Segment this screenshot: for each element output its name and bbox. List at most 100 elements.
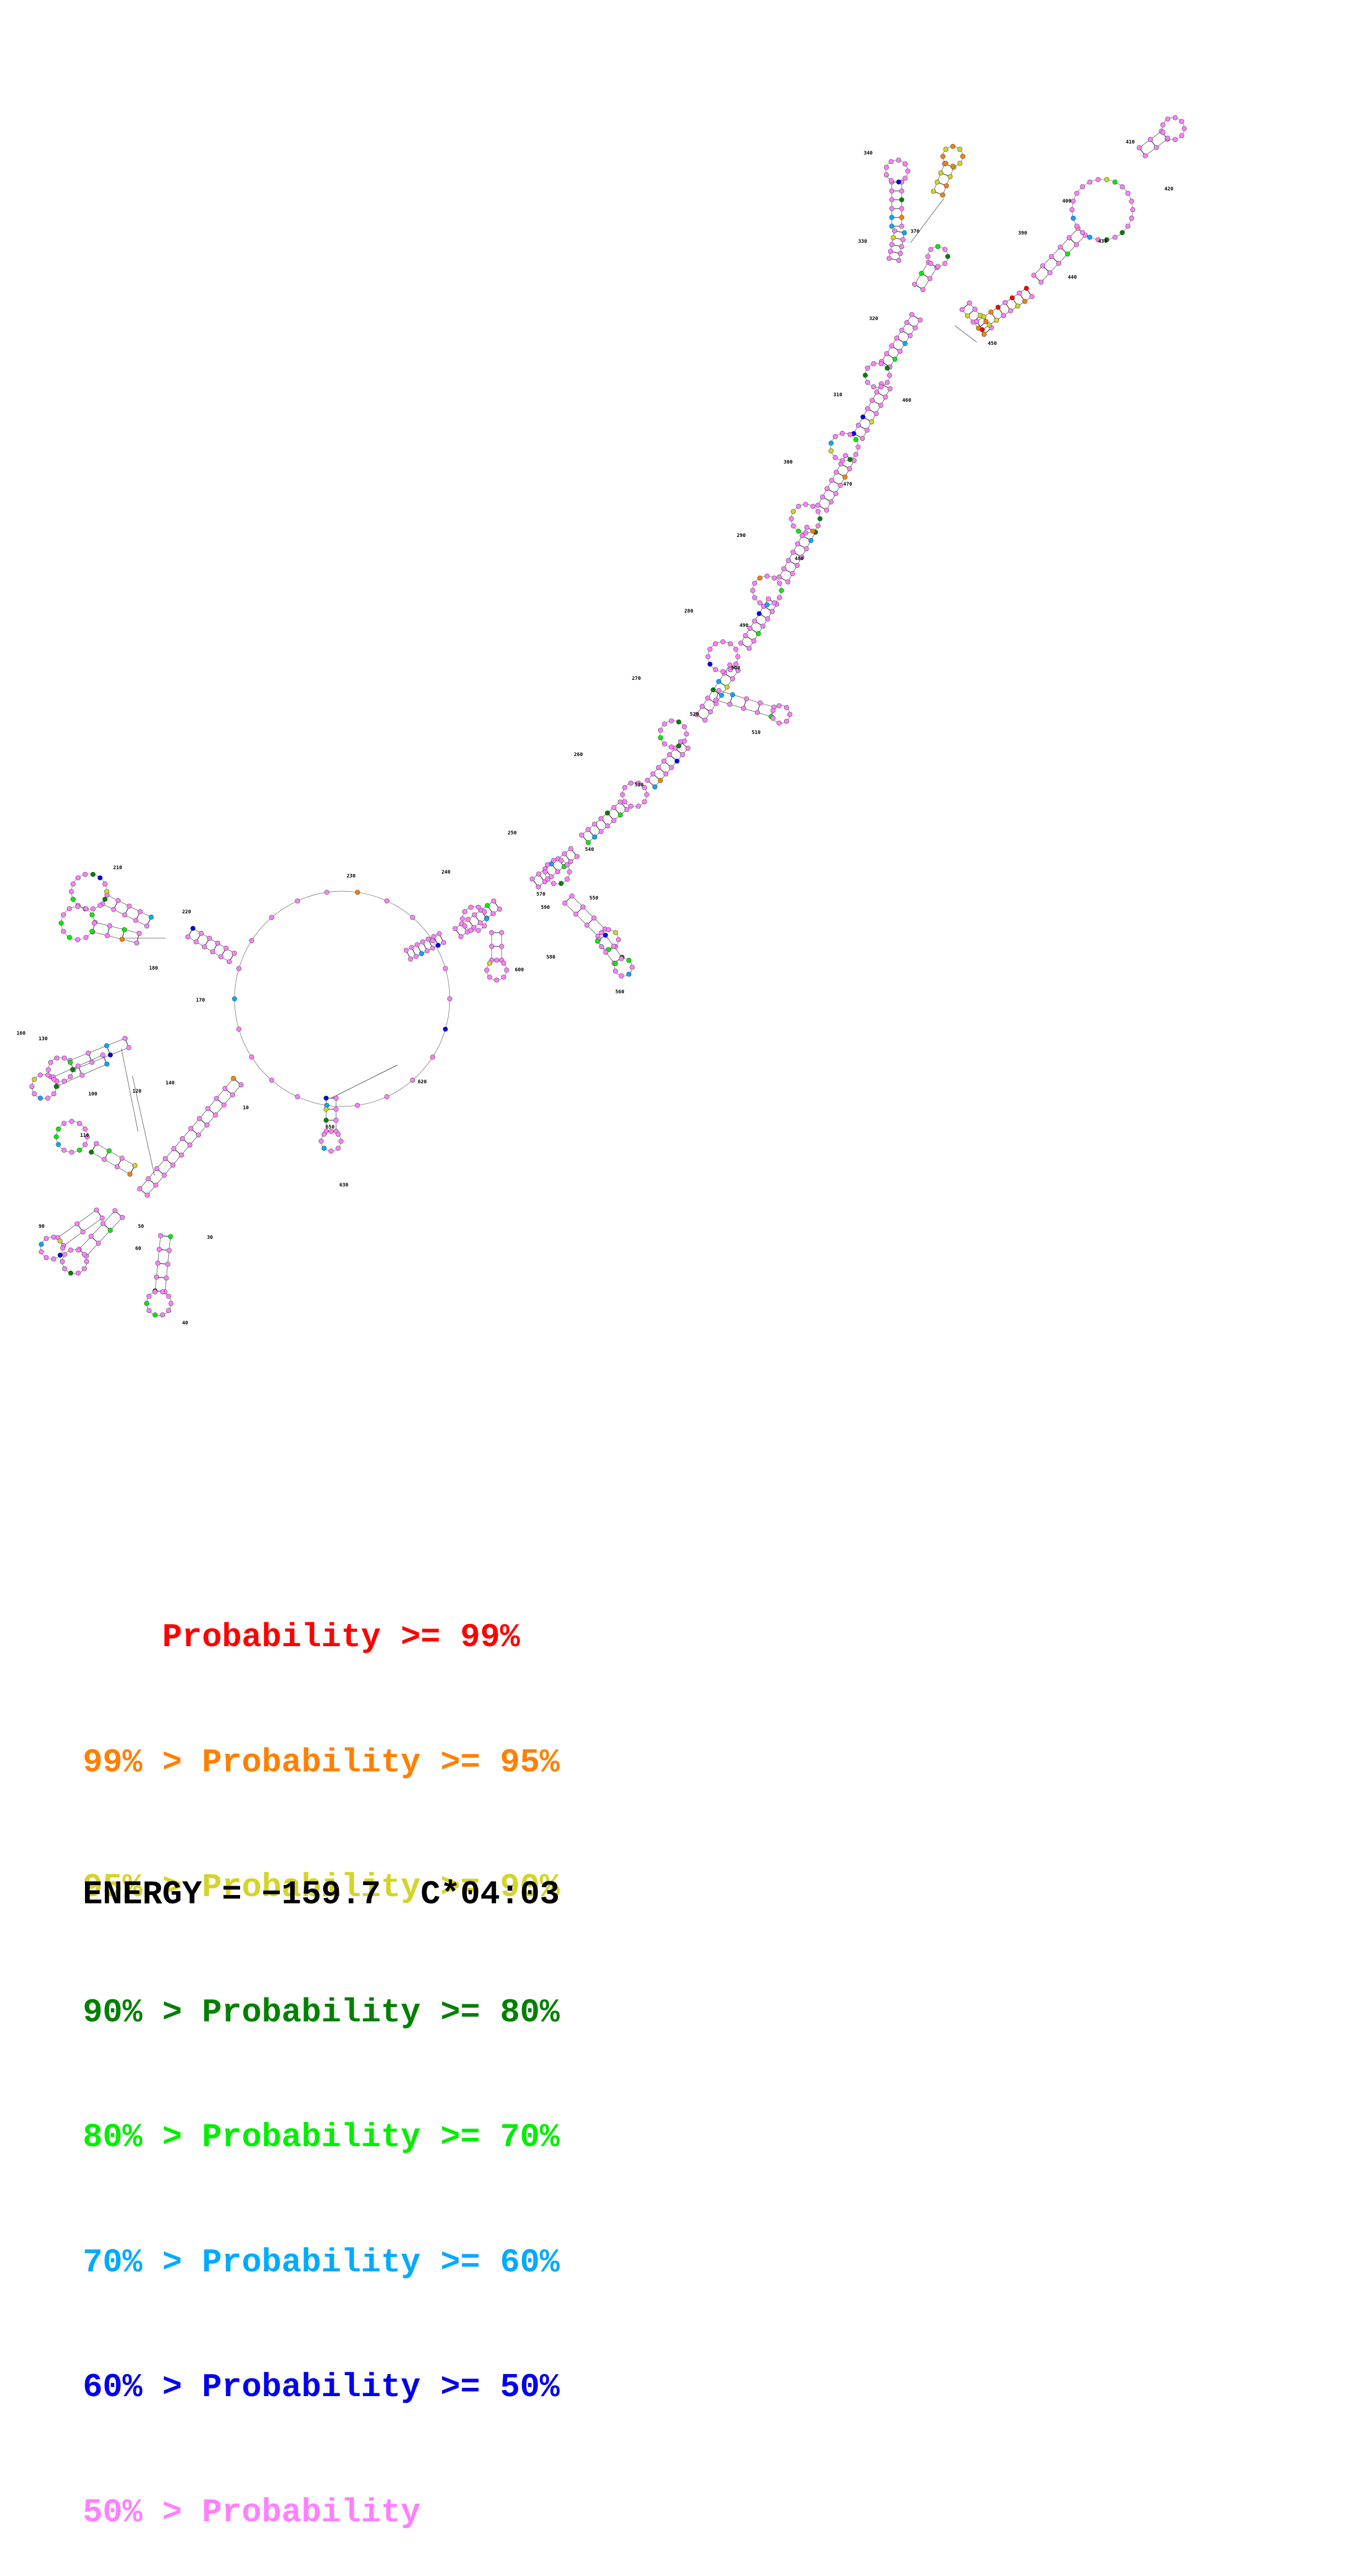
nucleotide: [770, 716, 776, 721]
nucleotide: [152, 1312, 158, 1318]
nucleotide: [336, 1131, 341, 1137]
backbone-segment: [1041, 235, 1085, 283]
nucleotide: [323, 1095, 329, 1101]
nucleotide: [1071, 215, 1076, 221]
nucleotide: [603, 933, 608, 938]
nucleotide: [89, 1149, 94, 1155]
nucleotide: [945, 254, 951, 259]
nucleotide: [1087, 235, 1093, 240]
backbone-segment: [86, 1217, 123, 1257]
nucleotide: [501, 960, 507, 966]
nucleotide: [1165, 116, 1170, 122]
nucleotide: [828, 448, 834, 454]
nucleotide: [214, 1096, 219, 1101]
position-label: 450: [988, 341, 997, 347]
nucleotide: [967, 300, 972, 306]
position-label: 140: [166, 1081, 174, 1086]
nucleotide: [1181, 126, 1187, 131]
nucleotide: [115, 898, 121, 903]
nucleotide: [879, 384, 884, 390]
nucleotide: [1142, 153, 1148, 158]
nucleotide: [51, 1091, 57, 1097]
legend-text: Probability >= 90%: [202, 1869, 560, 1907]
nucleotide: [158, 1233, 163, 1238]
nucleotide: [193, 939, 199, 945]
nucleotide: [1074, 223, 1079, 229]
nucleotide: [545, 862, 550, 867]
nucleotide: [870, 398, 875, 403]
nucleotide: [57, 1253, 63, 1258]
nucleotide: [785, 579, 791, 584]
nucleotide: [82, 1252, 87, 1257]
nucleotide: [804, 525, 810, 530]
nucleotide: [889, 188, 895, 194]
nucleotide: [558, 881, 564, 886]
nucleotide: [733, 662, 738, 667]
nucleotide: [902, 175, 908, 181]
legend-row-p95: 99% > Probability >= 95%: [83, 1743, 560, 1785]
nucleotide: [889, 215, 895, 220]
nucleotide: [99, 1215, 105, 1221]
nucleotide: [154, 1166, 159, 1172]
nucleotide: [981, 314, 987, 320]
position-label: 40: [182, 1321, 188, 1326]
nucleotide: [45, 1072, 51, 1078]
nucleotide: [61, 1078, 67, 1084]
nucleotide: [863, 372, 868, 378]
nucleotide: [624, 807, 630, 812]
nucleotide: [86, 1050, 91, 1056]
nucleotide: [76, 1247, 81, 1253]
nucleotide: [465, 917, 471, 922]
nucleotide: [82, 1126, 88, 1132]
nucleotide: [487, 975, 492, 980]
position-label: 310: [833, 392, 842, 398]
nucleotide: [403, 948, 409, 953]
nucleotide: [355, 1103, 360, 1108]
nucleotide: [1179, 133, 1184, 139]
nucleotide: [871, 361, 876, 366]
nucleotide: [1048, 254, 1054, 259]
nucleotide: [536, 884, 541, 890]
nucleotide: [76, 1270, 81, 1276]
nucleotide: [119, 936, 125, 942]
position-label: 550: [589, 896, 598, 901]
nucleotide: [747, 646, 752, 651]
nucleotide: [1071, 198, 1076, 204]
nucleotide: [889, 223, 895, 229]
nucleotide: [384, 1094, 390, 1099]
nucleotide: [716, 688, 722, 693]
legend-row-below: 50% > Probability: [83, 2493, 560, 2535]
position-label: 60: [135, 1246, 141, 1252]
nucleotide: [853, 437, 859, 442]
nucleotide: [616, 937, 621, 943]
nucleotide: [84, 1259, 89, 1264]
nucleotide: [58, 920, 64, 926]
nucleotide: [897, 251, 903, 256]
nucleotide: [1113, 235, 1118, 240]
position-label: 260: [574, 752, 583, 758]
nucleotide: [983, 319, 989, 324]
nucleotide: [1009, 295, 1015, 301]
nucleotide: [83, 906, 89, 912]
nucleotide: [888, 159, 894, 164]
nucleotide: [892, 356, 898, 362]
nucleotide: [384, 898, 390, 904]
position-label: 410: [1126, 140, 1135, 145]
nucleotide: [148, 914, 154, 920]
position-label: 30: [207, 1235, 213, 1241]
nucleotide: [725, 684, 730, 690]
nucleotide: [137, 1186, 142, 1191]
backbone-segment: [132, 1076, 155, 1176]
nucleotide: [338, 1138, 344, 1144]
nucleotide: [295, 1094, 300, 1099]
nucleotide: [606, 927, 611, 933]
nucleotide: [136, 930, 142, 936]
nucleotide: [899, 327, 904, 333]
nucleotide: [957, 147, 962, 152]
nucleotide: [166, 1248, 172, 1253]
nucleotide: [834, 470, 839, 475]
nucleotide: [950, 143, 956, 149]
nucleotide: [611, 818, 617, 823]
nucleotide: [44, 1255, 49, 1260]
nucleotide: [796, 528, 801, 534]
